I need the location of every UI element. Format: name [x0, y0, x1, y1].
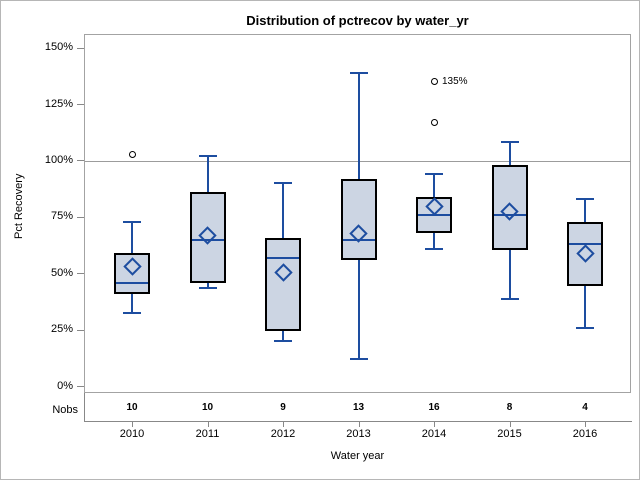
- median-line: [116, 281, 148, 284]
- outlier-circle: [128, 150, 136, 158]
- x-axis-tick: [283, 422, 284, 427]
- y-axis-tick-label: 25%: [50, 323, 73, 336]
- box-iqr: [189, 192, 226, 283]
- x-axis-tick: [358, 422, 360, 427]
- x-axis-title: Water year: [330, 450, 385, 462]
- box-iqr: [491, 165, 528, 250]
- nobs-value: 10: [201, 402, 214, 413]
- x-axis-line: [84, 421, 632, 422]
- y-axis-tick-label: 150%: [44, 41, 73, 54]
- nobs-value: 13: [352, 402, 365, 413]
- median-line: [191, 238, 224, 241]
- x-axis-tick: [585, 422, 586, 427]
- median-line: [267, 256, 299, 259]
- x-axis-tick: [207, 422, 209, 427]
- y-axis-tick: [77, 216, 84, 218]
- nobs-value: 10: [126, 402, 138, 413]
- x-axis-tick-label: 2010: [119, 428, 145, 440]
- plot-area-frame: [84, 34, 631, 393]
- y-axis-title: Pct Recovery: [13, 173, 25, 239]
- whisker-cap-bottom: [576, 326, 594, 329]
- outlier-value-label: 135%: [442, 75, 468, 87]
- box-iqr: [340, 178, 377, 261]
- box-iqr: [265, 237, 301, 332]
- chart-title: Distribution of pctrecov by water_yr: [246, 13, 469, 28]
- y-axis-tick-label: 75%: [50, 210, 73, 223]
- y-axis-tick-label: 100%: [44, 153, 73, 166]
- x-axis-tick-label: 2011: [195, 428, 220, 440]
- x-axis-tick: [509, 422, 511, 427]
- nobs-value: 8: [506, 402, 513, 413]
- whisker-cap-bottom: [198, 287, 217, 290]
- nobs-value: 4: [582, 402, 588, 413]
- nobs-value: 16: [428, 402, 440, 413]
- whisker-cap-bottom: [349, 358, 368, 361]
- nobs-row-label: Nobs: [52, 404, 78, 416]
- median-line: [342, 238, 375, 241]
- box-iqr: [114, 253, 150, 294]
- whisker-cap-bottom: [425, 247, 443, 250]
- y-axis-tick: [77, 47, 84, 49]
- x-axis-tick-label: 2016: [572, 428, 598, 440]
- y-axis-tick: [77, 273, 84, 275]
- whisker-cap-top: [274, 182, 292, 185]
- outlier-circle: [430, 119, 438, 127]
- y-axis-tick: [77, 104, 84, 105]
- y-axis-tick-label: 50%: [50, 266, 73, 279]
- whisker-cap-bottom: [123, 312, 141, 315]
- median-line: [569, 243, 601, 246]
- y-axis-tick: [77, 386, 84, 387]
- x-axis-tick-label: 2013: [346, 428, 371, 440]
- outlier-circle: [430, 78, 438, 86]
- x-axis-tick-label: 2015: [497, 428, 522, 440]
- whisker-cap-bottom: [274, 340, 292, 343]
- median-line: [493, 214, 526, 217]
- x-axis-tick-label: 2014: [421, 428, 447, 440]
- y-axis-tick-label: 0%: [57, 379, 73, 392]
- y-axis-tick-label: 125%: [44, 97, 73, 110]
- whisker-cap-top: [576, 198, 594, 201]
- box-iqr: [567, 221, 603, 287]
- x-axis-tick: [132, 422, 133, 427]
- median-line: [418, 214, 450, 217]
- whisker-cap-bottom: [500, 297, 519, 300]
- y-axis-tick: [77, 160, 84, 162]
- whisker-cap-top: [425, 173, 443, 176]
- whisker-cap-top: [198, 155, 217, 158]
- whisker-cap-top: [123, 220, 141, 223]
- x-axis-tick: [434, 422, 435, 427]
- whisker-cap-top: [500, 140, 519, 143]
- x-axis-tick-label: 2012: [270, 428, 296, 440]
- nobs-value: 9: [280, 402, 286, 413]
- y-axis-line: [84, 393, 85, 421]
- whisker-cap-top: [349, 71, 368, 74]
- y-axis-tick: [77, 329, 84, 331]
